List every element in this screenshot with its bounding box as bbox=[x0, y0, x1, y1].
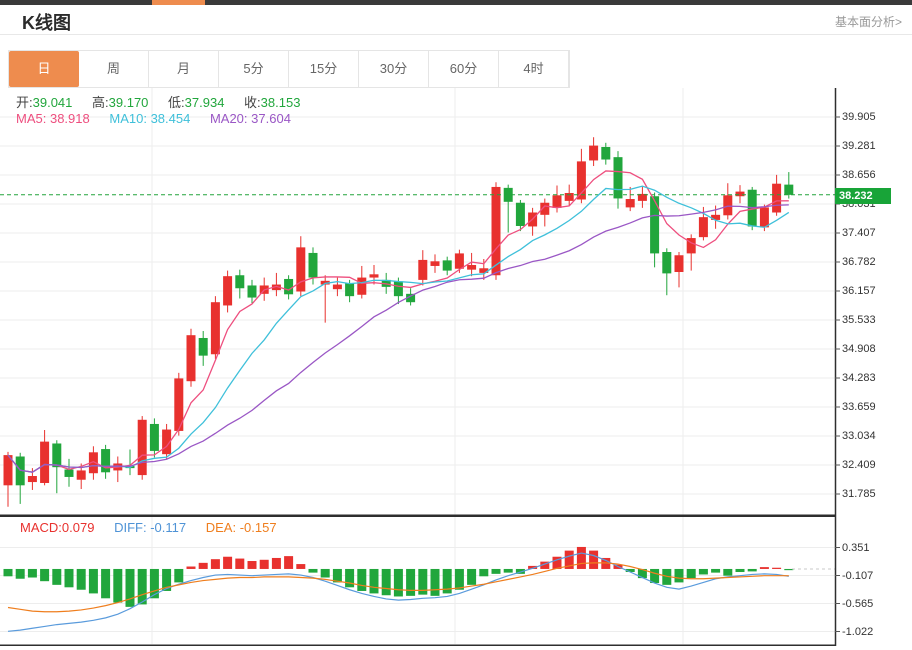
ma20-line bbox=[7, 204, 789, 473]
price-axis-label: 35.533 bbox=[842, 314, 876, 326]
ma5-value: 38.918 bbox=[49, 111, 90, 126]
price-axis-label: 39.281 bbox=[842, 140, 876, 152]
ma10-label: MA10: bbox=[109, 111, 147, 126]
diff-label: DIFF: bbox=[114, 520, 147, 535]
ma10-value: 38.454 bbox=[150, 111, 191, 126]
macd-value: 0.079 bbox=[61, 520, 95, 535]
price-axis-label: 33.034 bbox=[842, 430, 876, 442]
macd-axis-label: -0.107 bbox=[842, 569, 874, 582]
close-value: 38.153 bbox=[260, 95, 301, 110]
ma-readout: MA5: 38.918 MA10: 38.454 MA20: 37.604 bbox=[16, 111, 307, 126]
fundamental-analysis-link[interactable]: 基本面分析> bbox=[834, 15, 902, 29]
grid bbox=[0, 88, 835, 644]
high-label: 高: bbox=[92, 95, 109, 110]
widget-header: K线图 基本面分析> bbox=[0, 5, 912, 35]
diff-line bbox=[7, 552, 789, 632]
ma20-value: 37.604 bbox=[251, 111, 291, 126]
macd-axis-label: -0.565 bbox=[842, 597, 874, 610]
dea-line bbox=[7, 562, 789, 613]
low-value: 37.934 bbox=[184, 95, 225, 110]
open-value: 39.041 bbox=[32, 95, 73, 110]
diff-value: -0.117 bbox=[150, 520, 187, 535]
ohlc-readout: 开:39.041 高:39.170 低:37.934 收:38.153 bbox=[16, 92, 316, 111]
tab-4时[interactable]: 4时 bbox=[499, 51, 569, 87]
price-axis-label: 37.407 bbox=[842, 227, 876, 239]
period-tabbar: 日周月 5分 15分 30分 60分 4时 bbox=[8, 50, 570, 88]
price-axis-label: 36.157 bbox=[842, 285, 876, 297]
macd-axis-label: 0.351 bbox=[842, 541, 870, 554]
macd-histogram bbox=[3, 546, 794, 607]
price-axis-label: 39.905 bbox=[842, 111, 876, 123]
tab-60分[interactable]: 60分 bbox=[429, 51, 499, 87]
tab-15分[interactable]: 15分 bbox=[289, 51, 359, 87]
tab-30分[interactable]: 30分 bbox=[359, 51, 429, 87]
axis-frame bbox=[0, 88, 840, 646]
tab-月[interactable]: 月 bbox=[149, 51, 219, 87]
ma5-line bbox=[7, 170, 789, 473]
macd-label: MACD: bbox=[20, 520, 62, 535]
close-label: 收: bbox=[244, 95, 261, 110]
tab-周[interactable]: 周 bbox=[79, 51, 149, 87]
price-axis-label: 32.409 bbox=[842, 459, 876, 471]
dea-value: -0.157 bbox=[239, 520, 277, 535]
macd-readout: MACD:0.079 DIFF: -0.117 DEA: -0.157 bbox=[20, 520, 293, 535]
low-label: 低: bbox=[168, 95, 185, 110]
price-axis-label: 34.908 bbox=[842, 343, 876, 355]
candles bbox=[3, 137, 794, 507]
price-axis-label: 36.782 bbox=[842, 256, 876, 268]
dea-label: DEA: bbox=[205, 520, 237, 535]
open-label: 开: bbox=[16, 95, 33, 110]
price-axis-label: 33.659 bbox=[842, 401, 876, 413]
top-scroll-bar bbox=[0, 0, 912, 5]
price-axis-label: 31.785 bbox=[842, 488, 876, 500]
price-axis-label: 34.283 bbox=[842, 372, 876, 384]
high-value: 39.170 bbox=[108, 95, 149, 110]
tab-日[interactable]: 日 bbox=[9, 51, 79, 87]
macd-axis-label: -1.022 bbox=[842, 625, 874, 638]
ma20-label: MA20: bbox=[209, 111, 248, 126]
price-axis-label: 38.656 bbox=[842, 169, 876, 181]
tab-5分[interactable]: 5分 bbox=[219, 51, 289, 87]
page-title: K线图 bbox=[22, 13, 71, 33]
ma5-label: MA5: bbox=[16, 111, 47, 126]
current-price-badge: 38.232 bbox=[835, 188, 891, 204]
top-scroll-indicator[interactable] bbox=[152, 0, 205, 5]
